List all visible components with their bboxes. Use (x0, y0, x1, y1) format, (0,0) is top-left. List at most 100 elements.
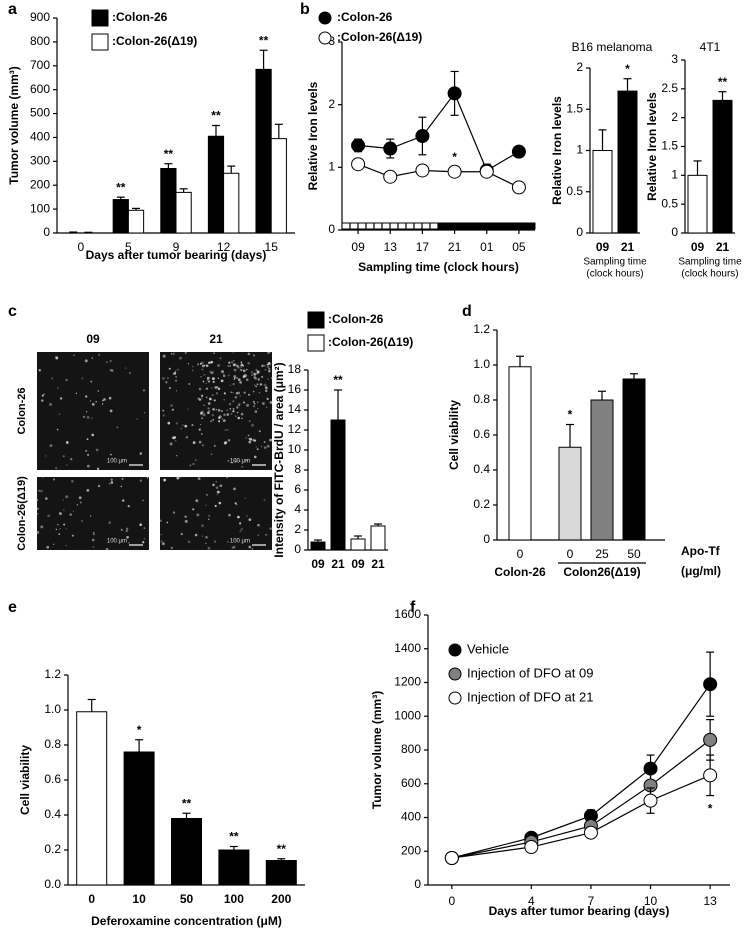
panel-label: e (8, 599, 17, 616)
significance: ** (277, 842, 287, 856)
legend-label: :Colon-26(Δ19) (337, 30, 422, 44)
fluorescence (110, 453, 112, 456)
fluorescence (255, 368, 258, 371)
legend-marker (448, 667, 462, 681)
fluorescence (86, 488, 90, 492)
fluorescence (172, 511, 176, 514)
x-axis-label: Sampling time (clock hours) (358, 260, 519, 274)
x-tick-label: 4 (528, 894, 535, 908)
fluorescence (36, 530, 40, 534)
bar (160, 168, 177, 234)
fluorescence (201, 364, 205, 368)
fluorescence (212, 418, 214, 421)
point (447, 86, 462, 101)
x-axis-label: Deferoxamine concentration (μM) (91, 914, 282, 928)
fluorescence (108, 482, 111, 485)
fluorescence (136, 418, 138, 420)
fluorescence (175, 375, 178, 378)
micrograph (37, 352, 149, 470)
fluorescence (205, 493, 208, 496)
fluorescence (44, 455, 47, 457)
fluorescence (207, 379, 209, 381)
x-tick-label: 0 (517, 547, 524, 561)
significance: * (452, 150, 457, 164)
panel-label: f (410, 599, 416, 616)
y-tick-label: 400 (30, 130, 50, 144)
y-tick-label: 1.0 (44, 702, 61, 716)
chart-title: 4T1 (700, 40, 721, 54)
fluorescence (256, 448, 259, 451)
x-axis-label: Sampling time (678, 257, 742, 268)
fluorescence (146, 476, 149, 479)
fluorescence (205, 504, 207, 506)
fluorescence (92, 531, 95, 534)
y-tick-label: 800 (401, 742, 421, 756)
fluorescence (85, 411, 88, 413)
fluorescence (97, 484, 101, 488)
row-label: Colon-26 (16, 387, 28, 434)
fluorescence (91, 357, 94, 359)
point (511, 144, 526, 159)
bar (175, 191, 192, 234)
x-axis-label: (clock hours) (586, 269, 643, 280)
fluorescence (229, 365, 231, 367)
fluorescence (184, 351, 187, 355)
fluorescence (228, 402, 232, 406)
fluorescence (241, 417, 243, 420)
fluorescence (79, 501, 82, 504)
y-tick-label: 10 (288, 442, 302, 456)
fluorescence (224, 428, 227, 432)
fluorescence (192, 441, 196, 444)
x-axis-label: Sampling time (583, 257, 647, 268)
x-tick-label: 15 (265, 240, 279, 254)
fluorescence (264, 389, 268, 393)
fluorescence (217, 387, 221, 390)
fluorescence (210, 387, 213, 389)
fluorescence (232, 407, 235, 410)
y-axis-label: Relative Iron levels (645, 92, 659, 201)
fluorescence (256, 370, 260, 374)
series-line (451, 739, 711, 859)
significance: ** (718, 75, 728, 89)
legend-label: :Colon-26(Δ19) (112, 34, 197, 48)
fluorescence (215, 408, 218, 411)
fluorescence (257, 378, 261, 381)
bar (255, 68, 272, 234)
legend-label: :Colon-26 (112, 10, 168, 24)
fluorescence (125, 527, 129, 530)
fluorescence (202, 413, 206, 417)
x-tick-label: 21 (448, 240, 462, 254)
fluorescence (38, 368, 41, 372)
fluorescence (210, 360, 214, 364)
fluorescence (37, 489, 41, 492)
fluorescence (244, 497, 246, 499)
point (703, 677, 718, 692)
fluorescence (105, 361, 108, 364)
fluorescence (124, 367, 127, 369)
fluorescence (222, 419, 226, 422)
point (351, 138, 366, 153)
fluorescence (248, 438, 250, 440)
micrograph (160, 352, 272, 470)
fluorescence (86, 453, 90, 457)
panel-label: c (8, 303, 17, 320)
bar (558, 446, 582, 541)
fluorescence (210, 420, 213, 423)
bar (218, 849, 250, 886)
fluorescence (62, 455, 65, 458)
fluorescence (143, 538, 146, 540)
fluorescence (51, 377, 54, 380)
fluorescence (71, 534, 74, 537)
fluorescence (230, 412, 233, 415)
y-tick-label: 1 (576, 143, 583, 157)
fluorescence (108, 521, 111, 524)
fluorescence (237, 366, 240, 369)
micrograph (160, 477, 272, 550)
fluorescence (206, 376, 210, 380)
fluorescence (196, 363, 200, 366)
y-tick-label: 0 (483, 532, 490, 546)
point (383, 169, 398, 184)
fluorescence (253, 372, 257, 376)
y-axis-label: Intensity of FITC-BrdU / area (μm²) (272, 362, 286, 557)
fluorescence (264, 533, 268, 536)
